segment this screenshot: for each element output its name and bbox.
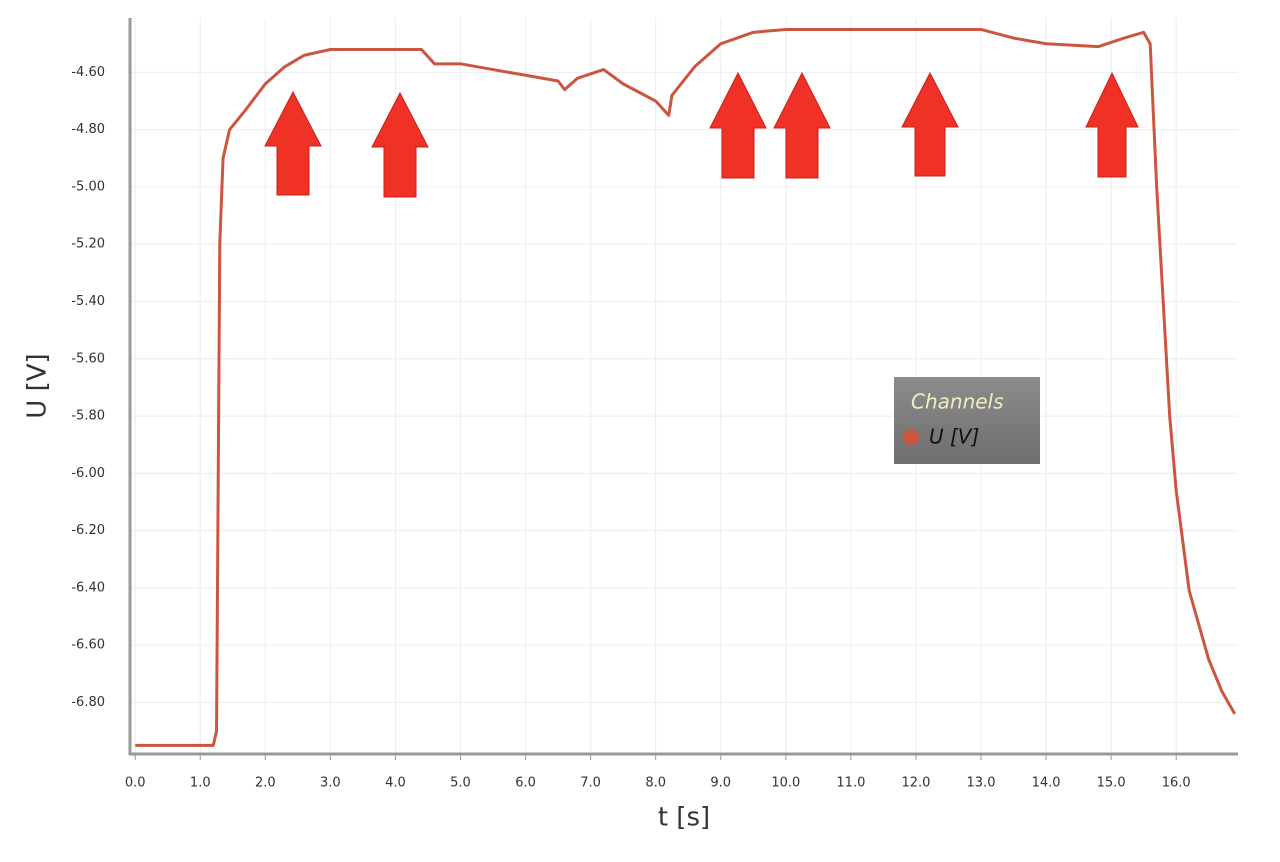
y-tick-label: -6.40 bbox=[71, 580, 105, 595]
x-tick-label: 3.0 bbox=[320, 776, 341, 791]
arrow bbox=[901, 71, 959, 177]
x-tick-label: 7.0 bbox=[580, 776, 601, 791]
x-tick-label: 2.0 bbox=[255, 776, 276, 791]
y-tick-label: -4.60 bbox=[71, 65, 105, 80]
x-tick-label: 1.0 bbox=[190, 776, 211, 791]
legend-box bbox=[894, 377, 1040, 464]
x-tick-label: 6.0 bbox=[515, 776, 536, 791]
y-tick-label: -6.20 bbox=[71, 523, 105, 538]
x-tick-label: 14.0 bbox=[1032, 776, 1061, 791]
y-axis-title: U [V] bbox=[23, 353, 53, 418]
x-tick-label: 15.0 bbox=[1097, 776, 1126, 791]
y-tick-label: -6.80 bbox=[71, 695, 105, 710]
x-tick-label: 4.0 bbox=[385, 776, 406, 791]
y-tick-label: -5.60 bbox=[71, 351, 105, 366]
y-tick-label: -6.00 bbox=[71, 466, 105, 481]
x-tick-label: 5.0 bbox=[450, 776, 471, 791]
arrow bbox=[371, 91, 429, 198]
y-tick-label: -5.40 bbox=[71, 294, 105, 309]
y-tick-label: -5.20 bbox=[71, 237, 105, 252]
y-tick-label: -6.60 bbox=[71, 638, 105, 653]
x-tick-label: 8.0 bbox=[645, 776, 666, 791]
x-tick-label: 0.0 bbox=[125, 776, 146, 791]
x-axis-title: t [s] bbox=[658, 803, 710, 833]
x-tick-label: 11.0 bbox=[836, 776, 865, 791]
x-tick-label: 13.0 bbox=[967, 776, 996, 791]
y-tick-label: -5.00 bbox=[71, 179, 105, 194]
legend-swatch bbox=[903, 429, 919, 445]
y-tick-label: -5.80 bbox=[71, 409, 105, 424]
arrow bbox=[1085, 71, 1139, 178]
x-tick-label: 16.0 bbox=[1162, 776, 1191, 791]
arrow bbox=[773, 71, 831, 179]
ticks: -4.60 -4.80 -5.00 -5.20 -5.40 -5.60 -5.80 -6.00… bbox=[71, 65, 1190, 791]
annotation-arrows bbox=[264, 71, 1139, 198]
x-tick-label: 9.0 bbox=[710, 776, 731, 791]
legend-label: U [V] bbox=[929, 425, 979, 449]
x-tick-label: 10.0 bbox=[771, 776, 800, 791]
arrow bbox=[264, 90, 322, 196]
plot bbox=[135, 27, 1237, 747]
legend-title: Channels bbox=[911, 390, 1004, 414]
arrow bbox=[709, 71, 767, 179]
data-line bbox=[135, 27, 1237, 747]
x-tick-label: 12.0 bbox=[901, 776, 930, 791]
legend: Channels U [V] bbox=[894, 377, 1040, 464]
y-tick-label: -4.80 bbox=[71, 122, 105, 137]
